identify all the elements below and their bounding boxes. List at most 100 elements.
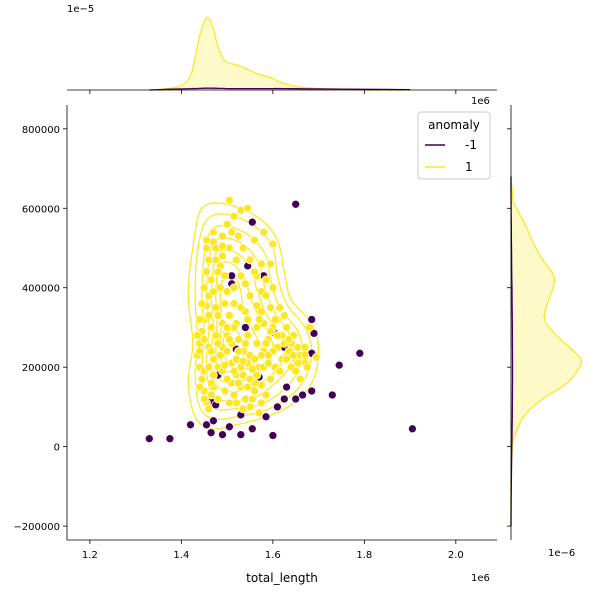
- normal-point: [284, 335, 294, 344]
- normal-point: [261, 275, 271, 285]
- normal-point: [204, 255, 214, 265]
- normal-point: [234, 335, 243, 344]
- normal-point: [238, 356, 248, 366]
- normal-point: [209, 354, 218, 364]
- x-tick-label: 1.2: [82, 550, 98, 561]
- top-marginal-scale-label: 1e−5: [67, 4, 94, 15]
- normal-point: [229, 366, 239, 376]
- normal-point: [266, 327, 275, 336]
- x-axis-label: total_length: [246, 571, 318, 585]
- top-density-fill-normal: [149, 17, 411, 91]
- normal-point: [305, 323, 314, 332]
- normal-point: [193, 331, 202, 340]
- normal-point: [195, 346, 205, 356]
- normal-point: [252, 370, 262, 380]
- y-tick-label: 0: [54, 443, 60, 454]
- normal-point: [209, 287, 218, 297]
- anomaly-point: [247, 217, 257, 227]
- anomaly-point: [247, 424, 257, 434]
- right-density-fill-normal: [510, 176, 582, 527]
- anomaly-point: [218, 430, 227, 440]
- normal-point: [275, 303, 285, 312]
- anomaly-point: [144, 434, 154, 444]
- normal-point: [250, 235, 259, 245]
- normal-point: [199, 394, 209, 404]
- normal-point: [250, 267, 259, 277]
- scatter-points: [144, 195, 417, 444]
- normal-point: [245, 374, 255, 384]
- normal-point: [199, 283, 209, 293]
- anomaly-point: [327, 390, 337, 400]
- normal-point: [213, 339, 223, 348]
- normal-point: [225, 195, 234, 205]
- normal-point: [222, 219, 232, 229]
- normal-point: [261, 291, 271, 301]
- normal-point: [241, 339, 250, 348]
- normal-point: [218, 251, 227, 261]
- normal-point: [261, 339, 271, 348]
- anomaly-point: [202, 420, 211, 430]
- normal-point: [222, 323, 232, 332]
- legend-title: anomaly: [428, 118, 480, 132]
- y-tick-label: 400000: [22, 284, 60, 295]
- normal-point: [229, 299, 239, 308]
- normal-point: [234, 346, 243, 356]
- anomaly-point: [408, 424, 417, 434]
- y-tick-label: 200000: [22, 363, 60, 374]
- normal-point: [206, 275, 216, 285]
- normal-point: [268, 239, 278, 249]
- normal-point: [245, 291, 255, 301]
- kde-contour-line: [187, 202, 320, 430]
- normal-point: [275, 366, 285, 376]
- normal-point: [195, 382, 205, 392]
- normal-point: [220, 299, 230, 308]
- main-plot-area: [144, 195, 417, 444]
- normal-point: [197, 299, 207, 308]
- normal-point: [204, 311, 214, 320]
- right-marginal-top-label: 1e6: [471, 96, 490, 107]
- normal-point: [238, 404, 248, 414]
- normal-point: [236, 303, 246, 312]
- anomaly-point: [273, 402, 282, 412]
- normal-point: [263, 350, 273, 360]
- normal-point: [266, 303, 275, 312]
- normal-point: [209, 370, 218, 380]
- normal-point: [227, 227, 237, 237]
- normal-point: [266, 374, 275, 384]
- normal-point: [202, 267, 211, 277]
- right-marginal-ticks: [507, 128, 511, 527]
- normal-point: [236, 271, 246, 281]
- normal-point: [231, 255, 241, 265]
- normal-point: [222, 374, 232, 384]
- normal-point: [252, 323, 262, 332]
- normal-point: [211, 303, 221, 312]
- normal-point: [282, 323, 291, 332]
- normal-point: [291, 366, 301, 376]
- anomaly-point: [334, 360, 344, 370]
- y-tick-label: 600000: [22, 204, 60, 215]
- normal-point: [238, 370, 248, 380]
- anomaly-point: [186, 420, 195, 430]
- normal-point: [225, 398, 234, 408]
- anomaly-point: [261, 412, 271, 422]
- anomaly-point: [307, 386, 317, 396]
- anomaly-point: [209, 416, 218, 426]
- normal-point: [229, 211, 239, 221]
- normal-point: [273, 331, 282, 340]
- normal-point: [225, 335, 234, 344]
- normal-point: [215, 350, 225, 360]
- normal-point: [204, 362, 214, 372]
- normal-point: [209, 227, 218, 237]
- normal-point: [218, 231, 227, 241]
- legend-box: [417, 111, 491, 180]
- normal-point: [311, 352, 321, 362]
- normal-point: [252, 339, 262, 348]
- top-marginal-density: [149, 16, 411, 91]
- anomaly-point: [206, 428, 216, 438]
- normal-point: [206, 390, 216, 400]
- normal-point: [261, 390, 271, 400]
- normal-point: [204, 404, 214, 414]
- normal-point: [259, 227, 269, 237]
- anomaly-point: [225, 422, 234, 432]
